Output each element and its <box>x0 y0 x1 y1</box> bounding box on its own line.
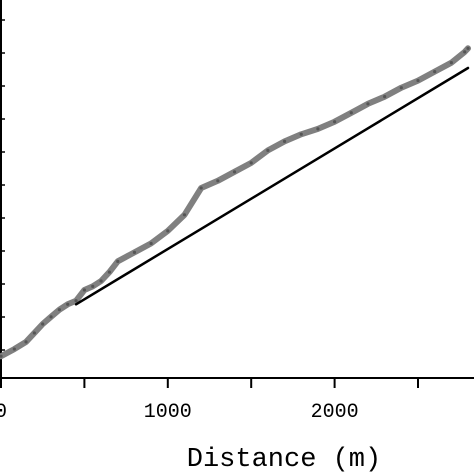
data-point <box>299 132 303 136</box>
data-point <box>366 102 370 106</box>
reference-straight-line <box>74 66 470 306</box>
data-point <box>316 127 320 131</box>
data-point <box>66 302 70 306</box>
data-point <box>333 120 337 124</box>
x-tick-label-2000: 2000 <box>311 401 359 424</box>
data-point <box>383 95 387 99</box>
data-point <box>232 170 237 174</box>
data-point <box>32 331 36 335</box>
data-point <box>433 70 437 74</box>
x-tick-label-0: 0 <box>0 401 7 424</box>
x-tick-labels: 0 1000 2000 <box>0 401 359 424</box>
data-point <box>41 322 45 326</box>
data-point <box>349 111 353 115</box>
data-point <box>0 354 3 358</box>
data-point <box>116 259 120 263</box>
data-point <box>12 347 16 351</box>
data-point <box>266 148 270 152</box>
measured-profile-line <box>0 45 471 360</box>
x-tick-label-1000: 1000 <box>144 401 192 424</box>
data-point <box>49 315 53 319</box>
data-point <box>24 340 28 344</box>
x-axis-label: Distance (m) <box>187 445 381 474</box>
data-point <box>249 161 253 165</box>
data-point <box>282 139 287 144</box>
data-point <box>132 250 137 254</box>
data-point <box>463 50 467 54</box>
data-point <box>107 270 112 274</box>
data-point <box>182 213 187 217</box>
series-layer <box>0 45 471 360</box>
data-point <box>449 61 453 65</box>
data-point <box>216 179 220 183</box>
data-point <box>466 46 470 50</box>
data-point <box>149 241 153 246</box>
data-point <box>199 186 203 190</box>
data-point <box>82 288 86 292</box>
x-tick-marks <box>0 378 419 388</box>
data-point <box>399 86 403 90</box>
data-point <box>74 299 78 303</box>
data-point <box>99 279 103 283</box>
data-point <box>416 78 420 83</box>
data-point <box>166 229 170 233</box>
y-tick-marks <box>1 19 5 351</box>
data-point <box>91 284 95 288</box>
data-point <box>57 308 61 312</box>
